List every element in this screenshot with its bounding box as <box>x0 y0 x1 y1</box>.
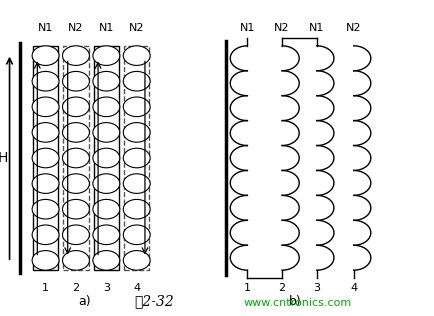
Circle shape <box>32 225 59 245</box>
Text: N1: N1 <box>309 23 325 33</box>
Circle shape <box>32 174 59 193</box>
Circle shape <box>123 71 150 91</box>
Circle shape <box>123 46 150 65</box>
Text: N2: N2 <box>129 23 145 33</box>
Circle shape <box>62 148 89 168</box>
Circle shape <box>32 123 59 142</box>
Circle shape <box>93 174 120 193</box>
Text: N2: N2 <box>274 23 290 33</box>
Text: H: H <box>0 151 8 165</box>
Circle shape <box>93 97 120 117</box>
Circle shape <box>123 97 150 117</box>
Bar <box>33 46 58 270</box>
Text: a): a) <box>78 295 91 308</box>
Text: N2: N2 <box>68 23 84 33</box>
Text: 2: 2 <box>279 283 286 293</box>
Circle shape <box>93 123 120 142</box>
Text: 4: 4 <box>350 283 357 293</box>
Circle shape <box>62 174 89 193</box>
Circle shape <box>123 148 150 168</box>
Circle shape <box>123 123 150 142</box>
Bar <box>124 46 149 270</box>
Circle shape <box>62 46 89 65</box>
Text: N1: N1 <box>38 23 53 33</box>
Circle shape <box>123 225 150 245</box>
Circle shape <box>32 199 59 219</box>
Bar <box>63 46 89 270</box>
Circle shape <box>32 97 59 117</box>
Text: 图2-32: 图2-32 <box>134 294 174 308</box>
Text: b): b) <box>289 295 302 308</box>
Circle shape <box>93 71 120 91</box>
Circle shape <box>32 46 59 65</box>
Circle shape <box>62 225 89 245</box>
Text: 2: 2 <box>72 283 79 293</box>
Circle shape <box>62 71 89 91</box>
Circle shape <box>32 251 59 270</box>
Circle shape <box>93 148 120 168</box>
Circle shape <box>123 199 150 219</box>
Circle shape <box>62 251 89 270</box>
Circle shape <box>93 199 120 219</box>
Circle shape <box>62 123 89 142</box>
Circle shape <box>93 251 120 270</box>
Circle shape <box>62 97 89 117</box>
Bar <box>94 46 119 270</box>
Text: 1: 1 <box>244 283 251 293</box>
Circle shape <box>123 251 150 270</box>
Text: 4: 4 <box>133 283 140 293</box>
Text: 3: 3 <box>313 283 320 293</box>
Circle shape <box>32 148 59 168</box>
Text: N1: N1 <box>99 23 114 33</box>
Text: 1: 1 <box>42 283 49 293</box>
Circle shape <box>93 225 120 245</box>
Text: N2: N2 <box>346 23 362 33</box>
Circle shape <box>32 71 59 91</box>
Text: 3: 3 <box>103 283 110 293</box>
Circle shape <box>123 174 150 193</box>
Circle shape <box>62 199 89 219</box>
Circle shape <box>93 46 120 65</box>
Text: N1: N1 <box>240 23 255 33</box>
Text: www.cntronics.com: www.cntronics.com <box>243 298 351 308</box>
